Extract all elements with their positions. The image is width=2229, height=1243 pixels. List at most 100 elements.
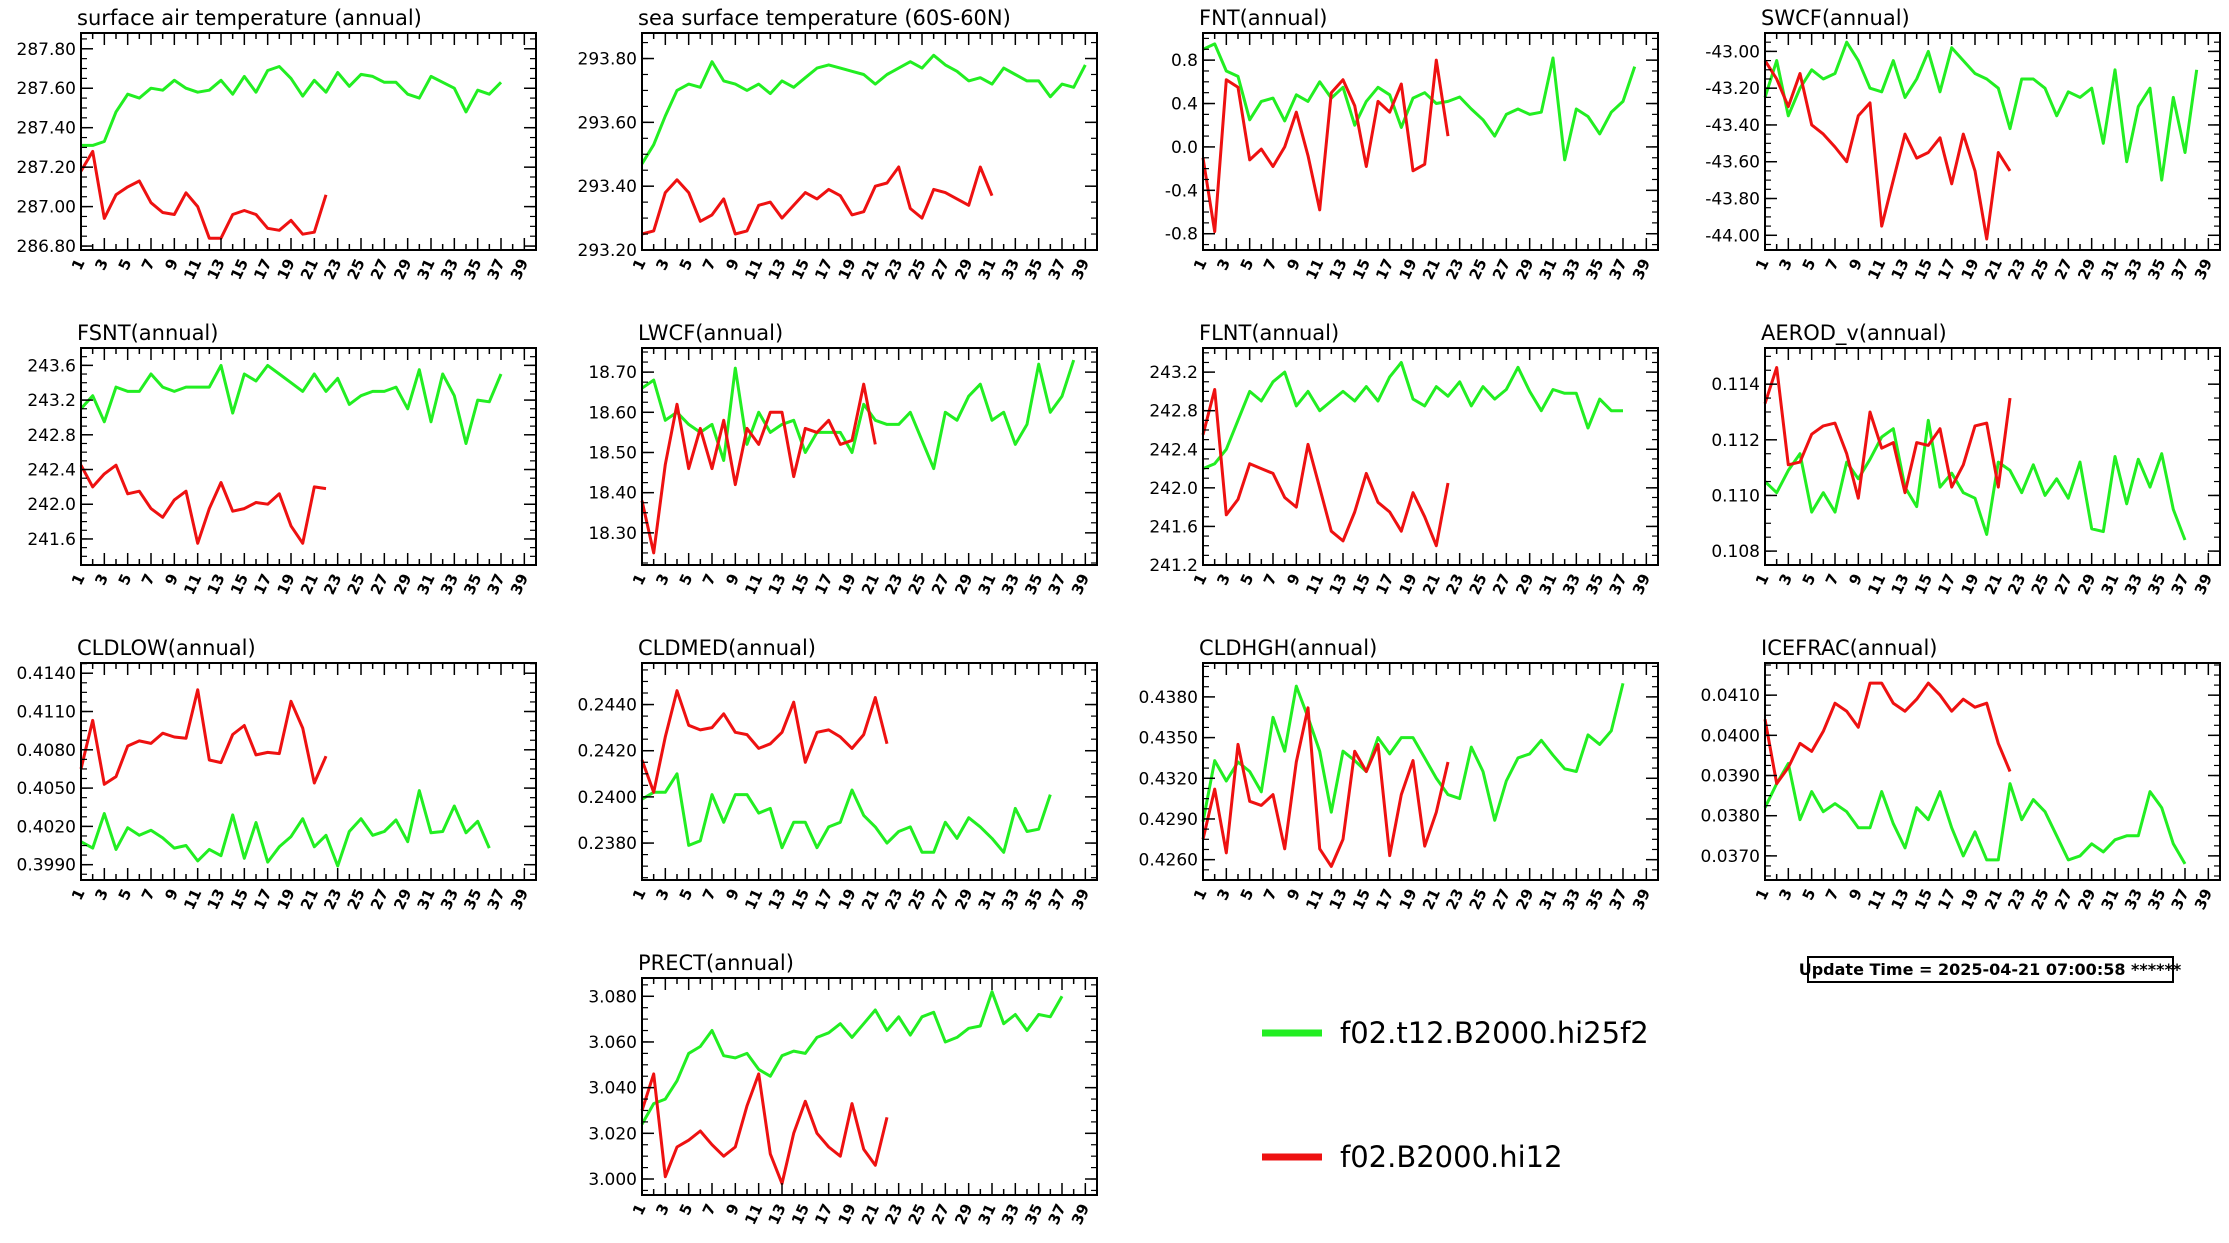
y-tick-label: 0.0380 (1701, 807, 1760, 827)
y-tick-label: 0.4260 (1139, 851, 1198, 871)
y-tick-label: 0.4080 (17, 741, 76, 761)
chart-panel-9: CLDMED(annual)1 3 5 7 9111315171921232527293… (578, 636, 1098, 913)
y-tick-label: 0.0400 (1701, 726, 1760, 746)
series-line-1 (1763, 366, 2012, 500)
x-tick-label: 29 (390, 886, 415, 913)
x-tick-label: 37 (1606, 571, 1631, 598)
x-tick-label: 23 (881, 1201, 906, 1228)
x-tick-label: 9 (1845, 571, 1866, 588)
y-tick-label: -43.20 (1705, 79, 1760, 99)
x-tick-label: 39 (2191, 886, 2216, 913)
y-tick-label: 18.70 (588, 363, 637, 383)
x-tick-label: 25 (2028, 571, 2053, 598)
plot-frame (641, 977, 1098, 1196)
x-tick-label: 19 (835, 256, 860, 283)
series-line-1 (1201, 706, 1450, 868)
x-tick-label: 11 (1302, 256, 1327, 283)
y-tick-label: 287.00 (17, 198, 76, 218)
x-tick-label: 37 (1045, 1201, 1070, 1228)
x-tick-label: 23 (320, 571, 345, 598)
x-tick-label: 13 (1326, 571, 1351, 598)
x-tick-label: 7 (1822, 571, 1843, 588)
x-tick-label: 39 (507, 886, 532, 913)
series-line-0 (640, 53, 1087, 165)
legend-item-hi12: f02.B2000.hi12 (1262, 1140, 1563, 1174)
y-tick-label: 0.110 (1711, 486, 1760, 506)
x-tick-label: 17 (811, 571, 836, 598)
x-tick-label: 35 (460, 886, 485, 913)
x-tick-label: 13 (204, 886, 229, 913)
x-tick-label: 27 (2051, 256, 2076, 283)
x-tick-label: 11 (1302, 571, 1327, 598)
x-tick-label: 9 (161, 886, 182, 903)
x-tick-label: 3 (652, 571, 673, 588)
chart-panel-3: SWCF(annual)1 3 5 7 911131517192123252729313… (1705, 6, 2221, 283)
x-tick-label: 15 (788, 571, 813, 598)
x-tick-label: 17 (1372, 886, 1397, 913)
x-tick-label: 11 (741, 256, 766, 283)
x-tick-label: 23 (881, 886, 906, 913)
x-tick-label: 33 (998, 886, 1023, 913)
x-tick-label: 21 (1419, 571, 1444, 598)
x-tick-label: 7 (138, 886, 159, 903)
x-tick-label: 37 (484, 256, 509, 283)
x-tick-label: 39 (1068, 1201, 1093, 1228)
x-tick-label: 13 (765, 256, 790, 283)
x-tick-label: 21 (1981, 886, 2006, 913)
x-tick-label: 33 (998, 571, 1023, 598)
x-tick-label: 5 (1799, 571, 1820, 588)
x-tick-label: 35 (1021, 571, 1046, 598)
y-tick-label: 3.080 (588, 987, 637, 1007)
x-tick-label: 33 (998, 256, 1023, 283)
x-tick-label: 17 (250, 886, 275, 913)
y-tick-label: 0.4290 (1139, 810, 1198, 830)
x-tick-label: 33 (1559, 256, 1584, 283)
x-tick-label: 31 (1536, 886, 1561, 913)
x-tick-label: 1 (629, 1201, 650, 1218)
chart-title: surface air temperature (annual) (77, 6, 422, 30)
x-tick-label: 27 (1489, 886, 1514, 913)
x-tick-label: 3 (1213, 886, 1234, 903)
x-tick-label: 31 (414, 571, 439, 598)
x-tick-label: 39 (2191, 571, 2216, 598)
x-tick-label: 9 (161, 571, 182, 588)
x-tick-label: 27 (2051, 886, 2076, 913)
x-tick-label: 17 (250, 571, 275, 598)
update-time-frame (1807, 956, 2174, 983)
x-tick-label: 35 (1021, 1201, 1046, 1228)
plot-frame (641, 662, 1098, 881)
y-tick-label: 0.0390 (1701, 767, 1760, 787)
x-tick-label: 33 (437, 571, 462, 598)
x-tick-label: 15 (788, 886, 813, 913)
x-tick-label: 29 (1512, 256, 1537, 283)
x-tick-label: 37 (2168, 256, 2193, 283)
x-tick-label: 27 (367, 256, 392, 283)
x-tick-label: 15 (1911, 256, 1936, 283)
x-tick-label: 15 (788, 1201, 813, 1228)
y-tick-label: 0.2440 (578, 696, 637, 716)
series-line-1 (1763, 681, 2012, 786)
x-tick-label: 23 (2004, 256, 2029, 283)
x-tick-label: 1 (1752, 571, 1773, 588)
y-tick-label: 242.0 (27, 495, 76, 515)
x-tick-label: 1 (1752, 256, 1773, 273)
plot-frame (80, 32, 537, 251)
x-tick-label: 3 (1775, 571, 1796, 588)
x-tick-label: 1 (1752, 886, 1773, 903)
x-tick-label: 11 (741, 1201, 766, 1228)
plot-frame (641, 32, 1098, 251)
x-tick-label: 21 (858, 886, 883, 913)
x-tick-label: 7 (1822, 256, 1843, 273)
x-tick-label: 35 (2144, 571, 2169, 598)
x-tick-label: 39 (1068, 886, 1093, 913)
x-tick-label: 5 (1237, 256, 1258, 273)
y-tick-label: 241.6 (27, 530, 76, 550)
x-tick-label: 15 (227, 886, 252, 913)
x-tick-label: 31 (2098, 256, 2123, 283)
x-tick-label: 33 (2121, 886, 2146, 913)
y-tick-label: 0.0 (1171, 138, 1198, 158)
x-tick-label: 25 (344, 256, 369, 283)
x-tick-label: 7 (138, 571, 159, 588)
x-tick-label: 33 (437, 256, 462, 283)
x-tick-label: 19 (1958, 571, 1983, 598)
